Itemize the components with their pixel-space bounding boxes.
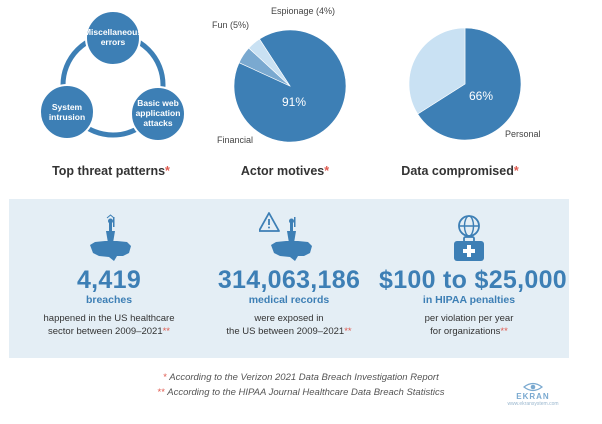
penalties-value: $100 to $25,000 bbox=[379, 266, 567, 294]
data-title-mark: * bbox=[513, 164, 519, 178]
actor-motives-title: Actor motives* bbox=[241, 164, 329, 178]
warning-usa-map-icon bbox=[259, 212, 312, 261]
breaches-value: 4,419 bbox=[76, 266, 142, 294]
threat-title-text: Top threat patterns bbox=[52, 164, 166, 178]
records-mark: ** bbox=[344, 326, 352, 337]
breaches-label: breaches bbox=[85, 294, 133, 306]
records-label: medical records bbox=[248, 294, 330, 306]
pie-label-1: Fun (5%) bbox=[212, 20, 249, 30]
breaches-description: happened in the US healthcare sector bet… bbox=[19, 312, 199, 338]
footnote-verizon-mark: * bbox=[163, 372, 167, 383]
node-misc-label: Miscellaneous errors bbox=[84, 27, 142, 47]
data-compromised-pie: Personal 66% bbox=[408, 27, 541, 141]
node-basic-web bbox=[130, 86, 186, 142]
pie-label-0: Financial bbox=[217, 135, 253, 145]
eye-icon bbox=[523, 382, 543, 392]
brand-url: www.ekransystem.com bbox=[507, 401, 559, 407]
actor-title-mark: * bbox=[324, 164, 330, 178]
breaches-desc-line1: happened in the US healthcare bbox=[43, 313, 175, 324]
footnote-hipaa-text: According to the HIPAA Journal Healthcar… bbox=[167, 387, 445, 398]
penalties-description: per violation per year for organizations… bbox=[379, 312, 559, 338]
data-compromised-title: Data compromised* bbox=[401, 164, 518, 178]
footnote-verizon: * According to the Verizon 2021 Data Bre… bbox=[0, 372, 602, 383]
pie-value-label-0: 91% bbox=[282, 95, 306, 109]
actor-title-text: Actor motives bbox=[240, 164, 325, 178]
breaches-desc-line2: sector between 2009–2021 bbox=[47, 326, 163, 337]
threat-title-mark: * bbox=[165, 164, 170, 178]
penalties-desc-line1: per violation per year bbox=[424, 313, 514, 324]
pie-slice-1 bbox=[408, 27, 466, 115]
statistics-panel: 4,419 breaches happened in the US health… bbox=[9, 199, 569, 358]
pie-slice-2 bbox=[248, 38, 291, 87]
penalties-mark: ** bbox=[500, 326, 508, 337]
records-desc-line1: were exposed in bbox=[254, 313, 324, 324]
usa-map-statue-icon bbox=[90, 214, 131, 261]
penalties-label: in HIPAA penalties bbox=[422, 294, 516, 306]
actor-motives-pie: Financial 91% Fun (5%) Espionage (4%) bbox=[212, 6, 347, 145]
globe-medical-case-icon bbox=[454, 215, 484, 261]
pie-label-2: Espionage (4%) bbox=[271, 6, 335, 16]
node-misc-errors bbox=[85, 10, 141, 66]
records-description: were exposed in the US between 2009–2021… bbox=[199, 312, 379, 338]
pie-value-label-0: 66% bbox=[469, 89, 493, 103]
pie-slice-0 bbox=[417, 27, 522, 141]
data-title-text: Data compromised bbox=[401, 164, 514, 178]
ekran-logo: EKRAN www.ekransystem.com bbox=[498, 382, 568, 407]
threat-cycle-diagram: Miscellaneous errors Basic web application… bbox=[39, 10, 186, 142]
records-desc-line2: the US between 2009–2021 bbox=[226, 326, 345, 337]
node-system-intrusion bbox=[39, 84, 95, 140]
penalties-desc-line2: for organizations bbox=[430, 326, 501, 337]
pie-label-0: Personal bbox=[505, 129, 541, 139]
node-intrusion-label: System intrusion bbox=[49, 102, 85, 122]
footnote-verizon-text: According to the Verizon 2021 Data Breac… bbox=[169, 372, 439, 383]
node-web-label: Basic web application attacks bbox=[136, 98, 181, 128]
records-value: 314,063,186 bbox=[217, 266, 361, 294]
threat-patterns-title: Top threat patterns* bbox=[52, 164, 170, 178]
breaches-mark: ** bbox=[162, 326, 171, 337]
footnote-hipaa-mark: ** bbox=[157, 387, 165, 398]
brand-name: EKRAN bbox=[516, 392, 550, 401]
footnote-hipaa: ** According to the HIPAA Journal Health… bbox=[0, 387, 602, 398]
